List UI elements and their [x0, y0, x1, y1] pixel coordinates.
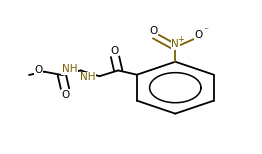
Text: NH: NH: [62, 64, 78, 74]
Text: ⁻: ⁻: [204, 27, 209, 36]
Text: N: N: [171, 39, 179, 49]
Text: O: O: [110, 46, 118, 56]
Text: O: O: [34, 65, 43, 75]
Text: O: O: [194, 30, 202, 40]
Text: O: O: [149, 26, 157, 36]
Text: O: O: [61, 90, 70, 100]
Text: NH: NH: [80, 73, 95, 82]
Text: +: +: [178, 35, 184, 44]
